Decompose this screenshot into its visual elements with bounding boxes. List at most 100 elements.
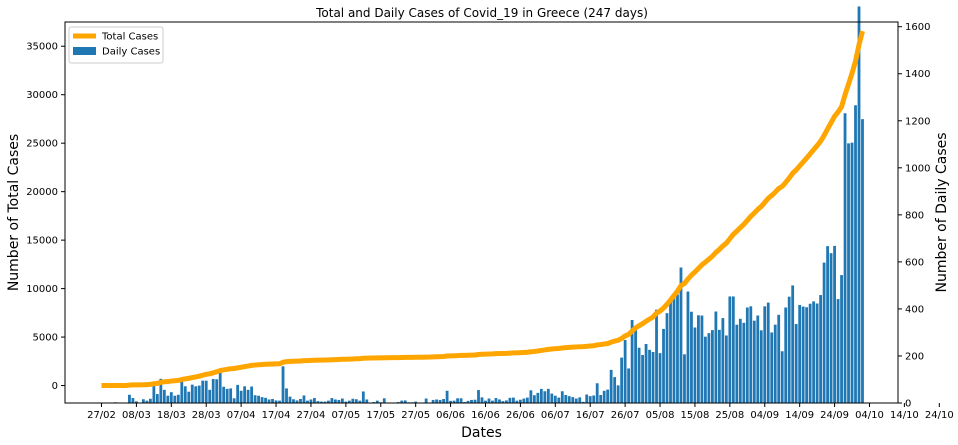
daily-cases-bar xyxy=(676,294,679,403)
daily-cases-bar xyxy=(281,366,285,403)
plot-area-frame xyxy=(64,21,899,404)
daily-cases-bar xyxy=(525,397,529,403)
daily-cases-bar xyxy=(766,302,770,403)
daily-cases-bar xyxy=(672,294,676,403)
daily-cases-bar xyxy=(819,295,822,403)
daily-cases-bar xyxy=(211,379,215,403)
daily-cases-bar xyxy=(253,395,257,403)
daily-cases-bar xyxy=(592,395,596,403)
daily-cases-bar xyxy=(536,392,540,403)
daily-cases-bar xyxy=(861,119,864,403)
daily-cases-bar xyxy=(822,262,826,403)
daily-cases-bar xyxy=(498,399,501,403)
x-tick-label: 18/03 xyxy=(157,410,186,421)
daily-cases-bar xyxy=(724,335,728,403)
daily-cases-bar xyxy=(613,377,617,403)
daily-cases-bar xyxy=(850,142,854,403)
daily-cases-bar xyxy=(637,347,641,403)
daily-cases-bar xyxy=(648,349,651,403)
daily-cases-bar xyxy=(466,400,470,403)
daily-cases-bar xyxy=(414,401,418,403)
x-tick-label: 16/07 xyxy=(576,410,605,421)
daily-cases-bar xyxy=(805,307,809,403)
daily-cases-bar xyxy=(260,397,264,403)
daily-cases-bar xyxy=(183,386,187,403)
daily-cases-bar xyxy=(836,299,840,403)
right-y-axis-label: Number of Daily Cases xyxy=(934,132,950,292)
daily-cases-bar xyxy=(683,354,686,403)
daily-cases-bar xyxy=(344,401,348,403)
daily-cases-bar xyxy=(745,307,749,403)
daily-cases-bar xyxy=(351,398,355,403)
daily-cases-bar xyxy=(847,143,850,404)
x-tick-label: 26/07 xyxy=(611,410,640,421)
daily-cases-bar xyxy=(187,391,191,403)
daily-cases-bar xyxy=(700,315,704,403)
daily-cases-bar xyxy=(278,400,281,403)
daily-cases-bar xyxy=(711,330,714,403)
daily-cases-bar xyxy=(690,311,693,403)
daily-cases-bar xyxy=(833,245,836,403)
daily-cases-bar xyxy=(243,386,247,403)
daily-cases-bar xyxy=(180,380,184,403)
left-y-tick-label: 35000 xyxy=(26,42,58,53)
daily-cases-bar xyxy=(616,385,620,403)
legend: Total Cases Daily Cases xyxy=(68,26,164,64)
daily-cases-bar xyxy=(309,399,313,403)
daily-cases-bar xyxy=(131,398,135,403)
daily-cases-bar xyxy=(176,394,180,403)
daily-cases-bar xyxy=(484,400,487,403)
daily-cases-bar xyxy=(662,328,665,403)
daily-cases-bar xyxy=(801,306,805,403)
daily-cases-bar xyxy=(784,307,788,403)
daily-cases-bar xyxy=(826,246,829,403)
daily-cases-bar xyxy=(239,390,243,403)
daily-cases-bar xyxy=(581,401,585,403)
daily-cases-bar xyxy=(267,399,271,403)
right-y-tick-label: 1000 xyxy=(905,163,930,174)
daily-cases-bar xyxy=(791,285,795,403)
daily-cases-bar xyxy=(204,380,208,403)
right-y-tick-label: 0 xyxy=(905,399,911,410)
daily-cases-bar xyxy=(166,395,170,403)
daily-cases-bar xyxy=(222,386,226,403)
daily-cases-bar xyxy=(697,315,700,403)
left-y-tick-label: 0 xyxy=(52,381,58,392)
daily-cases-bar xyxy=(843,113,847,403)
daily-cases-bar xyxy=(152,385,156,403)
daily-cases-bar xyxy=(560,391,564,403)
daily-cases-bar xyxy=(470,399,473,403)
x-tick-label: 08/03 xyxy=(122,410,151,421)
right-y-axis: 0 200 400 600 800 1000 1200 1400 1600 xyxy=(898,22,930,410)
daily-cases-bar xyxy=(588,396,592,403)
daily-cases-bar xyxy=(574,398,578,403)
daily-cases-bar xyxy=(173,395,177,403)
daily-cases-bar xyxy=(491,400,494,403)
daily-cases-bar xyxy=(382,398,386,403)
x-tick-label: 27/02 xyxy=(87,410,116,421)
daily-cases-bar xyxy=(232,398,236,403)
daily-cases-bar xyxy=(655,309,658,403)
daily-cases-bar xyxy=(299,399,302,403)
daily-cases-bar xyxy=(201,380,205,403)
daily-cases-bar xyxy=(271,399,274,403)
daily-cases-bar xyxy=(571,397,575,403)
daily-cases-bar xyxy=(155,394,159,403)
daily-cases-bar xyxy=(585,394,589,403)
daily-cases-bar xyxy=(250,386,253,403)
x-tick-label: 24/09 xyxy=(820,410,849,421)
daily-cases-bar xyxy=(375,400,379,403)
daily-cases-bar xyxy=(477,390,480,403)
daily-cases-bar xyxy=(473,399,477,403)
daily-cases-bar xyxy=(578,397,582,403)
daily-cases-bar xyxy=(756,315,760,403)
daily-cases-bar xyxy=(553,395,557,403)
daily-cases-bar xyxy=(246,389,250,403)
daily-cases-bar xyxy=(135,401,138,403)
left-y-axis: 0 5000 10000 15000 20000 25000 30000 35000 xyxy=(26,42,65,392)
left-y-tick-label: 20000 xyxy=(26,187,58,198)
right-y-tick-label: 800 xyxy=(905,210,924,221)
daily-cases-bar xyxy=(794,323,798,403)
daily-cases-bar xyxy=(159,378,163,403)
daily-cases-bar xyxy=(599,395,603,403)
